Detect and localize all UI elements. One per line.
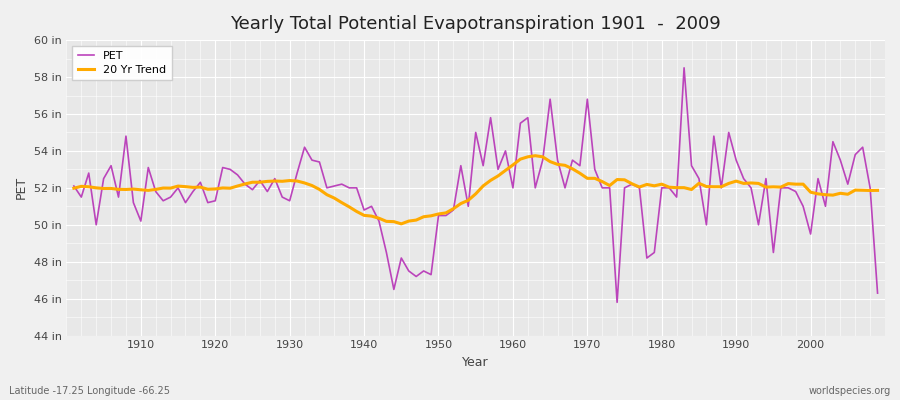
PET: [337, 182, 347, 186]
20 Yr Trend: [128, 187, 139, 192]
Line: 20 Yr Trend: 20 Yr Trend: [74, 156, 878, 224]
PET: [872, 291, 883, 296]
PET: [128, 200, 139, 205]
PET: [292, 171, 302, 176]
20 Yr Trend: [872, 188, 883, 193]
20 Yr Trend: [68, 186, 79, 191]
PET: [508, 186, 518, 190]
20 Yr Trend: [396, 222, 407, 226]
20 Yr Trend: [508, 162, 518, 167]
20 Yr Trend: [612, 177, 623, 182]
Line: PET: PET: [74, 68, 878, 302]
PET: [68, 184, 79, 188]
PET: [597, 186, 608, 190]
20 Yr Trend: [515, 157, 526, 162]
X-axis label: Year: Year: [463, 356, 489, 369]
20 Yr Trend: [292, 179, 302, 184]
20 Yr Trend: [530, 153, 541, 158]
20 Yr Trend: [337, 200, 347, 205]
PET: [500, 148, 511, 153]
Text: worldspecies.org: worldspecies.org: [809, 386, 891, 396]
Text: Latitude -17.25 Longitude -66.25: Latitude -17.25 Longitude -66.25: [9, 386, 170, 396]
Legend: PET, 20 Yr Trend: PET, 20 Yr Trend: [72, 46, 172, 80]
PET: [679, 66, 689, 70]
Title: Yearly Total Potential Evapotranspiration 1901  -  2009: Yearly Total Potential Evapotranspiratio…: [230, 15, 721, 33]
Y-axis label: PET: PET: [15, 176, 28, 200]
PET: [612, 300, 623, 305]
